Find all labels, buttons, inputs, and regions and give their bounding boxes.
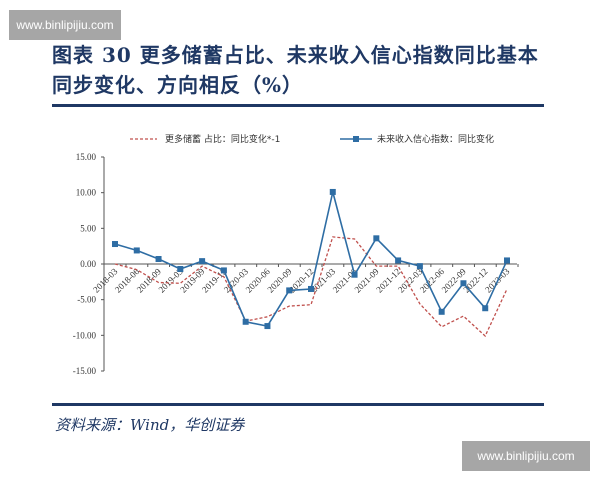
y-tick-label: -10.00 bbox=[73, 330, 97, 340]
y-tick-label: 10.00 bbox=[76, 188, 97, 198]
chart-legend: 更多储蓄 占比：同比变化*-1 未来收入信心指数：同比变化 bbox=[130, 133, 494, 145]
title-line-2: 同步变化、方向相反（%） bbox=[52, 73, 304, 97]
data-point-marker bbox=[286, 287, 293, 294]
data-point-marker bbox=[395, 257, 402, 264]
watermark-bottom: www.binlipijiu.com bbox=[462, 441, 590, 471]
data-point-marker bbox=[133, 247, 140, 254]
legend-square-marker-icon bbox=[353, 136, 359, 142]
chart-axes: 15.0010.005.000.00-5.00-10.00-15.002018-… bbox=[73, 152, 519, 376]
data-point-marker bbox=[482, 305, 489, 312]
y-tick-label: -5.00 bbox=[77, 295, 96, 305]
data-point-marker bbox=[308, 285, 314, 292]
chart-title: 图表 30 更多储蓄占比、未来收入信心指数同比基本 同步变化、方向相反（%） bbox=[52, 40, 552, 100]
data-point-marker bbox=[329, 188, 336, 195]
data-point-marker bbox=[177, 265, 184, 272]
y-tick-label: 5.00 bbox=[80, 223, 96, 233]
source-note: 资料来源：Wind，华创证券 bbox=[55, 416, 245, 434]
chart-series bbox=[112, 188, 510, 338]
legend-label-savings: 更多储蓄 占比：同比变化*-1 bbox=[165, 133, 280, 145]
data-point-marker bbox=[351, 271, 358, 278]
data-point-marker bbox=[112, 241, 118, 248]
data-point-marker bbox=[242, 318, 249, 325]
source-divider bbox=[52, 403, 544, 406]
series-confidence-line bbox=[114, 191, 508, 327]
y-tick-label: 15.00 bbox=[76, 152, 97, 162]
title-divider bbox=[52, 104, 544, 107]
watermark-top: www.binlipijiu.com bbox=[9, 10, 121, 40]
data-point-marker bbox=[504, 257, 510, 264]
data-point-marker bbox=[438, 308, 445, 315]
data-point-marker bbox=[264, 323, 271, 330]
y-tick-label: 0.00 bbox=[80, 259, 96, 269]
title-line-1: 图表 30 更多储蓄占比、未来收入信心指数同比基本 bbox=[52, 43, 539, 67]
data-point-marker bbox=[155, 256, 162, 263]
y-tick-label: -15.00 bbox=[73, 366, 97, 376]
line-chart: 更多储蓄 占比：同比变化*-1 未来收入信心指数：同比变化 15.00 10.00 5… bbox=[73, 133, 519, 376]
data-point-marker bbox=[373, 235, 380, 242]
data-point-marker bbox=[199, 258, 206, 265]
data-point-marker bbox=[416, 263, 423, 270]
legend-label-confidence: 未来收入信心指数：同比变化 bbox=[377, 133, 494, 145]
data-point-marker bbox=[220, 267, 227, 274]
data-point-marker bbox=[460, 280, 467, 287]
